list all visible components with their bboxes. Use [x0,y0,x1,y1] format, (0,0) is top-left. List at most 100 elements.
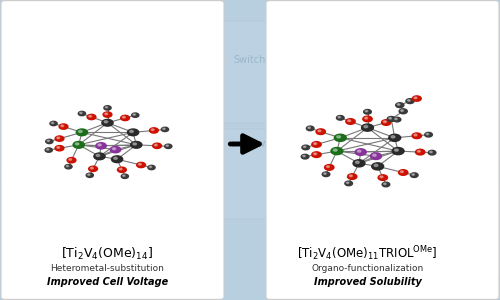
Circle shape [122,116,126,118]
Circle shape [348,120,350,122]
Circle shape [133,143,136,145]
Circle shape [88,166,98,172]
Text: Switch: Switch [234,55,266,65]
Circle shape [105,113,108,115]
Circle shape [152,129,154,130]
Circle shape [424,132,432,137]
Circle shape [61,125,64,127]
Circle shape [55,146,64,151]
Circle shape [112,148,116,150]
Circle shape [348,174,357,179]
Circle shape [90,167,94,169]
Circle shape [87,114,96,120]
Circle shape [46,139,53,144]
Circle shape [163,128,165,130]
Circle shape [412,96,421,101]
Circle shape [350,175,352,177]
Circle shape [355,149,366,155]
Circle shape [104,106,111,110]
Circle shape [410,173,418,177]
Circle shape [130,130,134,133]
FancyBboxPatch shape [1,1,224,299]
Circle shape [76,143,79,145]
Circle shape [130,142,142,148]
Circle shape [120,168,122,170]
Circle shape [110,146,120,153]
Circle shape [408,100,410,101]
Circle shape [312,152,321,158]
Circle shape [52,122,54,124]
Circle shape [303,155,305,157]
Circle shape [57,147,59,148]
Circle shape [398,104,400,105]
Circle shape [399,109,407,114]
Circle shape [78,130,82,133]
Circle shape [393,117,401,122]
Circle shape [382,182,390,187]
Circle shape [150,128,158,133]
Circle shape [398,170,408,175]
Circle shape [316,129,326,134]
Circle shape [96,143,106,149]
Circle shape [150,166,152,168]
Circle shape [326,166,330,167]
Circle shape [57,137,59,139]
Circle shape [103,112,112,117]
Circle shape [353,160,365,167]
Circle shape [346,119,355,124]
FancyBboxPatch shape [215,129,295,219]
Circle shape [314,153,316,155]
Circle shape [164,144,172,148]
Circle shape [94,153,105,160]
Circle shape [66,165,68,167]
Circle shape [302,145,310,150]
Circle shape [304,146,306,148]
Circle shape [132,113,139,117]
Circle shape [308,127,310,128]
Circle shape [318,130,321,132]
FancyBboxPatch shape [460,183,500,279]
Circle shape [312,142,321,147]
Circle shape [426,133,428,135]
Circle shape [331,148,343,154]
Circle shape [412,133,422,139]
Text: Organo-functionalization: Organo-functionalization [312,264,424,273]
Circle shape [378,175,388,180]
Circle shape [47,140,50,142]
Text: $[\rm{Ti_2V_4(OMe)_{14}}]$: $[\rm{Ti_2V_4(OMe)_{14}}]$ [62,245,154,262]
Circle shape [364,125,368,128]
FancyBboxPatch shape [0,183,45,279]
Text: Heterometal-substitution: Heterometal-substitution [50,264,164,273]
Circle shape [428,150,436,155]
Circle shape [122,175,125,176]
Circle shape [364,110,372,114]
Circle shape [104,121,108,123]
Circle shape [138,164,141,165]
Circle shape [154,144,158,146]
Circle shape [46,149,49,150]
Circle shape [67,158,76,163]
Circle shape [136,162,145,168]
Circle shape [382,120,391,125]
FancyBboxPatch shape [0,72,45,168]
Circle shape [394,149,398,151]
Text: Improved Cell Voltage: Improved Cell Voltage [47,277,168,287]
Circle shape [336,136,340,138]
Circle shape [401,110,404,111]
Circle shape [389,118,392,119]
Circle shape [400,171,404,172]
Circle shape [86,173,94,177]
Circle shape [391,136,395,138]
Circle shape [372,163,384,170]
Circle shape [334,134,346,141]
Circle shape [392,148,404,154]
Circle shape [73,142,85,148]
Circle shape [406,99,414,103]
Circle shape [98,144,102,146]
Circle shape [334,149,337,151]
Circle shape [418,150,420,152]
Circle shape [112,156,122,163]
Text: Improved Solubility: Improved Solubility [314,277,422,287]
Circle shape [306,126,314,131]
Circle shape [430,151,432,153]
